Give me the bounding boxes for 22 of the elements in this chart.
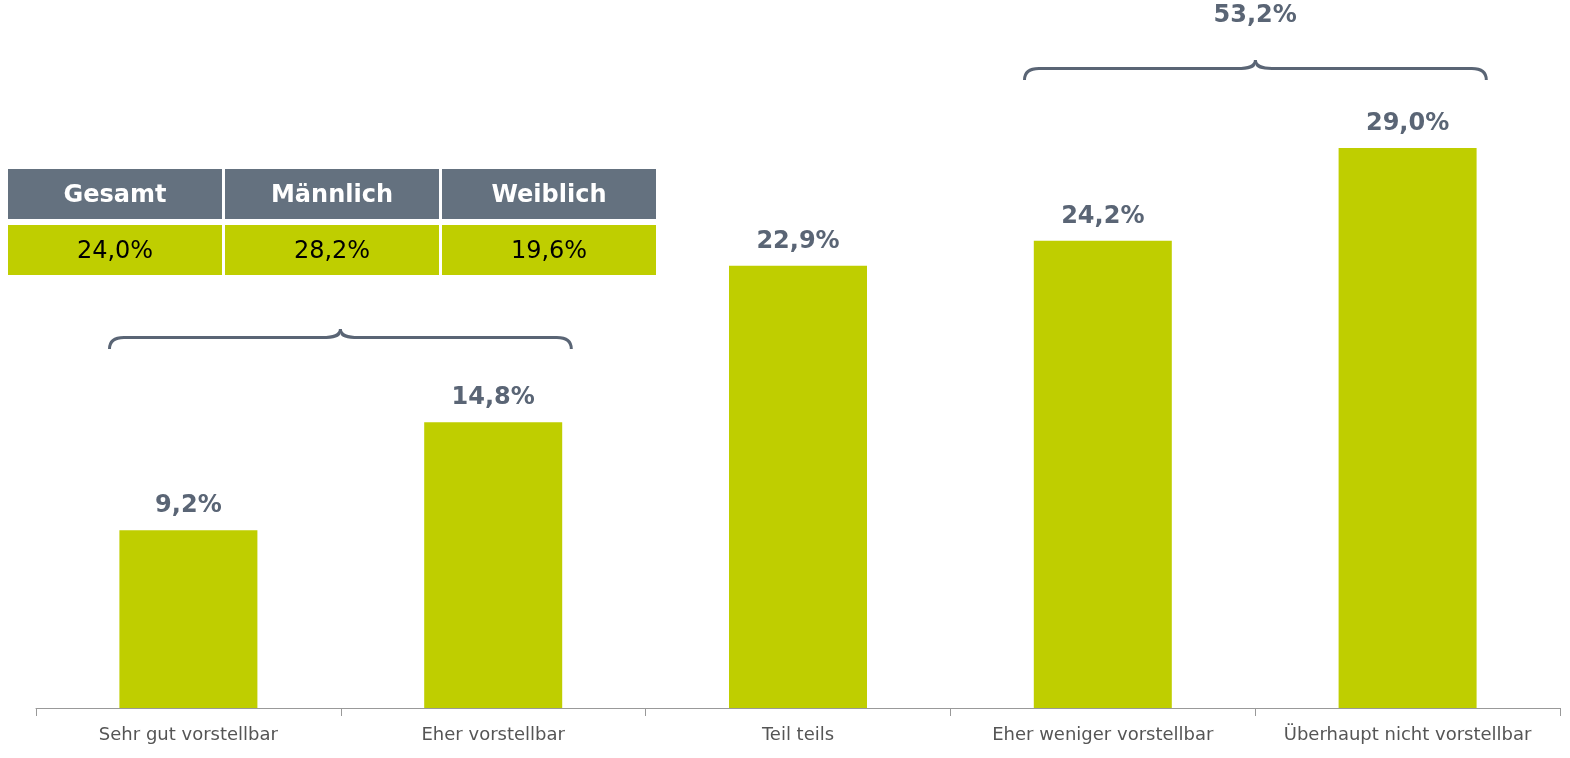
- data-label: 29,0%: [1365, 108, 1450, 136]
- data-label: 22,9%: [756, 225, 840, 254]
- bar: [119, 530, 258, 708]
- bar: [424, 422, 563, 708]
- annotation: Gesamt: [8, 169, 222, 220]
- data-label: 14,8%: [451, 382, 535, 411]
- text: 53,2%: [1212, 0, 1298, 28]
- annotation: 24,0%: [8, 225, 222, 276]
- data-label: 9,2%: [155, 490, 222, 519]
- x-tick-label: Überhaupt nicht vorstellbar: [1283, 722, 1533, 744]
- x-tick-label: Eher weniger vorstellbar: [992, 722, 1215, 744]
- annotation: Männlich: [225, 169, 439, 220]
- x-tick-label: Teil teils: [760, 722, 835, 744]
- annotation: Weiblich: [442, 169, 656, 220]
- bar: [729, 265, 867, 708]
- bar: [1338, 148, 1477, 708]
- data-label: 24,2%: [1061, 200, 1145, 229]
- x-tick-label: Eher vorstellbar: [421, 722, 566, 744]
- annotation: 28,2%: [225, 225, 439, 276]
- bar: [1033, 240, 1172, 708]
- annotation: 19,6%: [442, 225, 656, 276]
- x-tick-label: Sehr gut vorstellbar: [98, 722, 279, 744]
